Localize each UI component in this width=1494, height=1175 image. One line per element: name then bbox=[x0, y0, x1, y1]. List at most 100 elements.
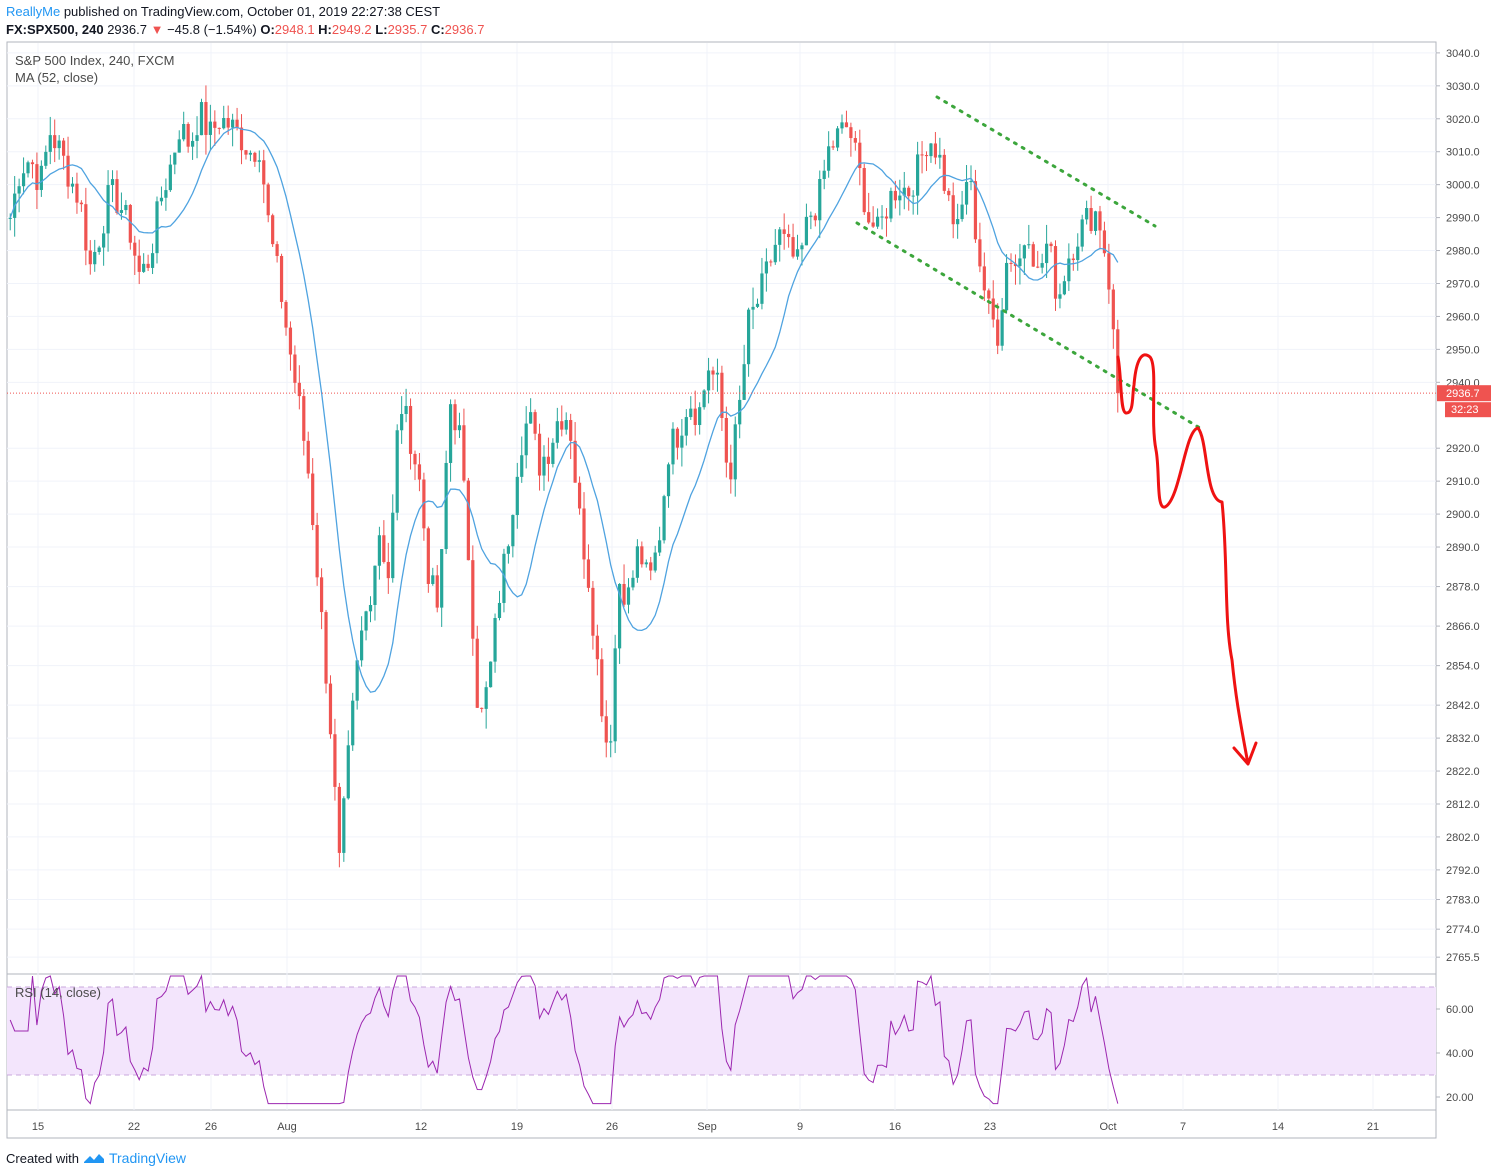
down-arrow-icon: ▼ bbox=[150, 22, 164, 37]
candle-body bbox=[582, 508, 586, 560]
rsi-band bbox=[7, 987, 1436, 1075]
candle-body bbox=[453, 404, 457, 431]
rsi-line bbox=[9, 974, 1119, 1105]
candle-body bbox=[244, 150, 248, 155]
candle-body bbox=[844, 122, 849, 128]
countdown-text: 32:23 bbox=[1451, 404, 1479, 416]
lower-channel-line[interactable] bbox=[855, 221, 1202, 430]
candle-body bbox=[262, 160, 266, 185]
candle-body bbox=[284, 301, 288, 328]
candle-body bbox=[93, 251, 97, 265]
candle-body bbox=[960, 204, 964, 220]
tradingview-brand[interactable]: TradingView bbox=[108, 1150, 187, 1166]
candle-body bbox=[644, 562, 648, 565]
candle-body bbox=[44, 151, 48, 166]
price-tick-label: 2812.0 bbox=[1446, 799, 1480, 811]
candle-body bbox=[288, 327, 293, 355]
candle-body bbox=[560, 421, 564, 430]
candle-body bbox=[573, 440, 577, 483]
candle-body bbox=[440, 549, 444, 608]
candle-body bbox=[551, 442, 555, 464]
candle-body bbox=[293, 354, 297, 383]
candle-body bbox=[835, 128, 840, 148]
candle-body bbox=[493, 618, 497, 662]
time-tick-label: 9 bbox=[797, 1121, 803, 1133]
candle-body bbox=[515, 476, 519, 516]
upper-channel-line[interactable] bbox=[935, 95, 1157, 228]
candle-body bbox=[635, 546, 639, 578]
candle-body bbox=[302, 396, 306, 441]
candle-body bbox=[21, 173, 26, 187]
open-value: 2948.1 bbox=[274, 22, 315, 37]
candle-body bbox=[533, 412, 537, 434]
candle-body bbox=[742, 364, 746, 400]
candle-body bbox=[969, 181, 973, 183]
candle-body bbox=[319, 577, 324, 613]
candle-body bbox=[769, 261, 773, 263]
symbol-legend: S&P 500 Index, 240, FXCM bbox=[15, 53, 175, 68]
candle-body bbox=[858, 142, 862, 169]
candle-body bbox=[916, 154, 920, 196]
candle-body bbox=[253, 152, 257, 162]
candle-body bbox=[920, 154, 924, 156]
author-name[interactable]: ReallyMe bbox=[6, 4, 61, 19]
created-with-text: Created with bbox=[6, 1150, 79, 1166]
time-tick-label: 21 bbox=[1367, 1121, 1379, 1133]
candle-body bbox=[48, 135, 52, 152]
candle-body bbox=[373, 565, 377, 605]
ohlc-header: FX:SPX500, 240 2936.7 ▼ −45.8 (−1.54%) O… bbox=[6, 22, 484, 37]
candle-body bbox=[199, 102, 204, 136]
candle-body bbox=[1102, 230, 1107, 254]
candle-body bbox=[475, 638, 479, 708]
time-axis[interactable]: 15 22 26 Aug 12 19 26 Sep 9 16 23 Oct 7 14 21 bbox=[32, 1121, 1379, 1133]
candle-body bbox=[666, 464, 671, 497]
candle-body bbox=[1004, 262, 1009, 311]
price-axis[interactable]: 3040.0 3030.0 3020.0 3010.0 3000.0 2990.0 2980… bbox=[1436, 48, 1480, 1104]
candle-body bbox=[106, 185, 110, 234]
candle-body bbox=[146, 263, 150, 268]
candle-body bbox=[351, 700, 355, 746]
candle-body bbox=[190, 140, 195, 147]
candle-body bbox=[924, 155, 929, 157]
candle-body bbox=[653, 552, 657, 571]
candle-body bbox=[791, 237, 795, 257]
candle-body bbox=[266, 184, 270, 216]
last-price: 2936.7 bbox=[107, 22, 147, 37]
candle-body bbox=[466, 480, 470, 561]
time-tick-label: 26 bbox=[205, 1121, 217, 1133]
candle-body bbox=[711, 370, 715, 375]
candle-body bbox=[880, 216, 884, 218]
candle-body bbox=[124, 204, 128, 211]
candle-body bbox=[586, 559, 591, 588]
candle-body bbox=[867, 212, 871, 223]
candle-body bbox=[898, 195, 902, 201]
candle-body bbox=[1018, 258, 1022, 267]
candle-body bbox=[640, 546, 644, 565]
projection-arrow[interactable] bbox=[1116, 353, 1258, 766]
candle-body bbox=[471, 560, 475, 639]
candle-body bbox=[658, 540, 662, 553]
candle-body bbox=[1085, 208, 1089, 220]
publish-header: ReallyMe published on TradingView.com, O… bbox=[6, 4, 440, 19]
candle-body bbox=[831, 146, 835, 148]
candle-body bbox=[755, 303, 760, 307]
price-tick-label: 3030.0 bbox=[1446, 81, 1480, 93]
candle-body bbox=[951, 195, 955, 225]
candle-body bbox=[542, 456, 546, 476]
candle-body bbox=[57, 140, 61, 149]
candle-body bbox=[827, 146, 831, 171]
candle-body bbox=[400, 414, 404, 431]
candle-body bbox=[649, 562, 653, 571]
rsi-tick-label: 40.00 bbox=[1446, 1048, 1474, 1060]
candle-body bbox=[564, 420, 568, 430]
candle-body bbox=[809, 215, 813, 217]
candle-body bbox=[328, 683, 333, 735]
price-tick-label: 2854.0 bbox=[1446, 661, 1480, 673]
candle-body bbox=[395, 430, 399, 513]
candle-body bbox=[800, 245, 804, 250]
candle-body bbox=[88, 250, 92, 265]
candle-body bbox=[368, 604, 373, 612]
candle-body bbox=[929, 143, 933, 157]
time-tick-label: 14 bbox=[1272, 1121, 1284, 1133]
